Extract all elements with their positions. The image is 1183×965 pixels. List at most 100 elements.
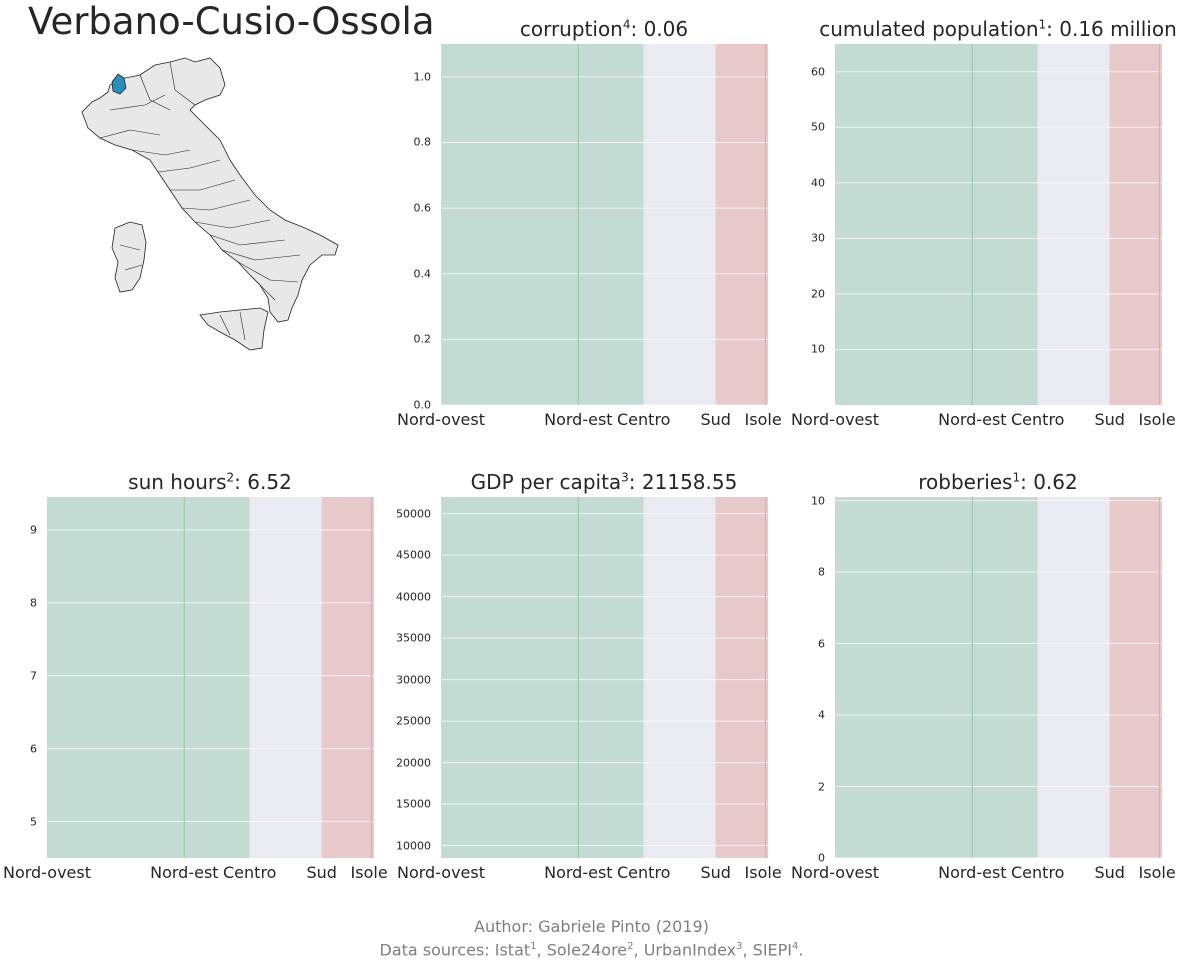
y-tick-label: 20000	[396, 756, 431, 770]
region-borders	[99, 61, 301, 341]
y-tick-label: 8	[30, 596, 37, 610]
x-tick-label: Isole	[1138, 410, 1176, 429]
region-band	[1109, 497, 1158, 858]
y-tick-label: 45000	[396, 548, 431, 562]
panel-title-text: cumulated population	[819, 17, 1039, 41]
y-tick-label: 15000	[396, 797, 431, 811]
region-band	[643, 44, 716, 405]
region-border-line	[249, 274, 276, 301]
plot-area	[441, 497, 768, 858]
x-tick-label: Isole	[350, 863, 388, 882]
x-tick-label: Nord-ovest	[791, 410, 879, 429]
y-tick-label: 8	[818, 565, 825, 579]
italy-mainland-shape	[81, 57, 339, 323]
x-tick-label: Nord-ovest	[791, 863, 879, 882]
y-tick-label: 6	[818, 637, 825, 651]
plot-area	[441, 44, 768, 405]
y-tick-label: 60	[811, 65, 825, 79]
footer-source-sup: 2	[627, 941, 634, 952]
region-band	[47, 497, 185, 858]
x-tick-label: Sud	[1094, 410, 1125, 429]
region-border-line	[219, 314, 231, 336]
italy-map	[70, 50, 360, 400]
y-tick-label: 0.6	[413, 201, 432, 215]
panel-title-sup: 3	[621, 470, 629, 485]
sicily-shape	[199, 307, 269, 351]
region-border-line	[194, 219, 271, 229]
x-tick-label: Sud	[1094, 863, 1125, 882]
footer-end: .	[798, 940, 804, 960]
region-band	[578, 44, 644, 405]
footer-source: UrbanIndex	[643, 940, 737, 960]
y-tick-label: 7	[30, 669, 37, 683]
panel-title-text: robberies	[918, 470, 1013, 494]
x-tick-label: Nord-est	[544, 410, 613, 429]
y-tick-label: 30	[811, 231, 825, 245]
x-tick-label: Nord-est	[938, 410, 1007, 429]
region-border-line	[209, 234, 286, 246]
region-band	[321, 497, 370, 858]
region-border-line	[169, 61, 196, 106]
region-band	[715, 44, 764, 405]
region-band	[578, 497, 644, 858]
x-tick-label: Isole	[744, 410, 782, 429]
region-border-line	[124, 264, 143, 271]
region-band	[1037, 44, 1110, 405]
footer-sources-prefix: Data sources:	[379, 940, 495, 960]
region-border-line	[157, 159, 221, 173]
y-tick-label: 10000	[396, 839, 431, 853]
panel-title-sup: 2	[226, 470, 235, 485]
x-tick-label: Nord-ovest	[397, 410, 485, 429]
x-tick-label: Centro	[1011, 863, 1065, 882]
x-tick-label: Centro	[617, 410, 671, 429]
footer: Author: Gabriele Pinto (2019) Data sourc…	[0, 917, 1183, 960]
y-tick-label: 50000	[396, 507, 431, 521]
region-border-line	[139, 74, 171, 111]
x-tick-label: Nord-est	[938, 863, 1007, 882]
footer-source-sup: 4	[792, 941, 799, 952]
x-tick-label: Isole	[744, 863, 782, 882]
footer-source-sup: 1	[530, 941, 537, 952]
panel-title-sup: 1	[1012, 470, 1021, 485]
region-border-line	[119, 244, 141, 251]
x-tick-label: Sud	[700, 410, 731, 429]
x-tick-label: Nord-ovest	[3, 863, 91, 882]
x-tick-label: Nord-est	[150, 863, 219, 882]
plot-area	[835, 497, 1162, 858]
y-tick-label: 9	[30, 523, 37, 537]
x-tick-label: Nord-est	[544, 863, 613, 882]
y-tick-label: 40	[811, 176, 825, 190]
panel-title-sup: 1	[1038, 17, 1047, 32]
panel-title-text: GDP per capita	[470, 470, 622, 494]
region-border-line	[131, 149, 191, 156]
y-tick-label: 0.2	[413, 332, 432, 346]
y-tick-label: 35000	[396, 631, 431, 645]
x-tick-label: Nord-ovest	[397, 863, 485, 882]
sardinia-shape	[111, 221, 147, 293]
footer-sources: Data sources: Istat1, Sole24ore2, UrbanI…	[0, 937, 1183, 960]
panel-title: robberies1: 0.62	[918, 470, 1078, 494]
y-tick-label: 0.8	[413, 135, 432, 149]
panel-title-text: sun hours	[128, 470, 227, 494]
y-tick-label: 50	[811, 120, 825, 134]
y-tick-label: 4	[818, 708, 825, 722]
region-band	[835, 497, 973, 858]
y-tick-label: 0.4	[413, 267, 432, 281]
x-tick-label: Isole	[1138, 863, 1176, 882]
highlighted-province-verbano-cusio-ossola	[111, 73, 127, 95]
x-tick-label: Centro	[617, 863, 671, 882]
footer-author: Author: Gabriele Pinto (2019)	[474, 917, 709, 936]
region-border-line	[221, 249, 301, 261]
footer-source: SIEPI	[752, 940, 793, 960]
y-tick-label: 25000	[396, 714, 431, 728]
y-tick-label: 0	[818, 851, 825, 865]
panel-title-value: : 0.16 million	[1046, 17, 1177, 41]
region-border-line	[99, 129, 161, 139]
panel-title-text: corruption	[519, 17, 623, 41]
region-band	[643, 497, 716, 858]
region-band	[1109, 44, 1158, 405]
region-border-line	[181, 199, 251, 211]
region-band	[184, 497, 250, 858]
region-band	[441, 497, 579, 858]
footer-sep: ,	[633, 940, 644, 960]
